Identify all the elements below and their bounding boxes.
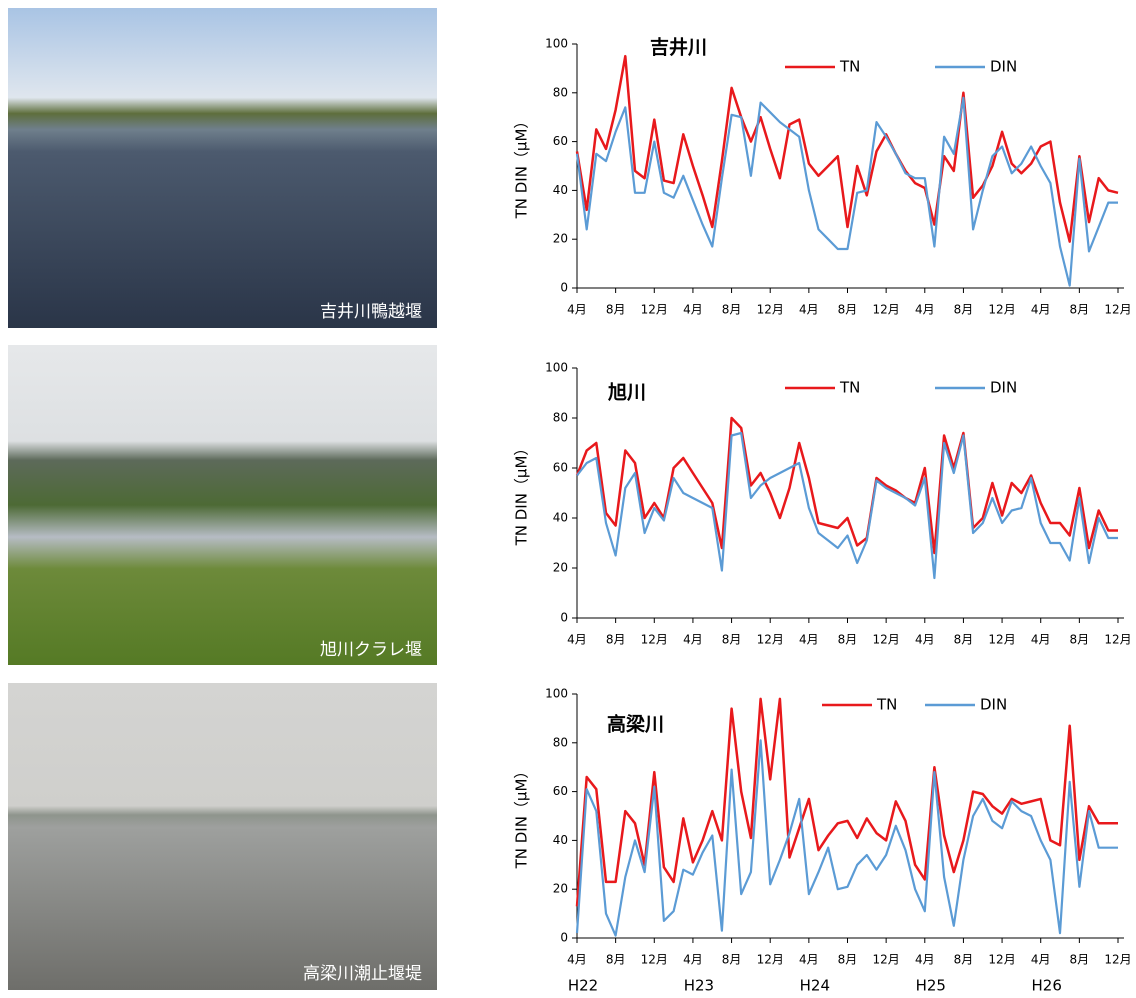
x-tick-label: 4月 [915,953,935,967]
chart-title: 高梁川 [607,713,664,736]
x-tick-label: 8月 [722,953,742,967]
x-tick-label: 4月 [799,633,819,647]
legend-label: DIN [990,58,1017,76]
photo-caption: 吉井川鴨越堰 [320,302,422,322]
x-tick-label: 8月 [838,633,858,647]
data-line [577,418,1118,553]
y-axis-label: TN DIN（μM） [513,114,531,220]
x-tick-label: 8月 [1070,633,1090,647]
year-label: H26 [1032,977,1062,995]
y-tick-label: 80 [553,411,568,425]
y-tick-label: 40 [553,183,568,197]
photo-caption: 高梁川潮止堰堤 [303,964,422,984]
chart-title: 旭川 [607,382,646,404]
x-tick-label: 4月 [567,633,587,647]
x-tick-label: 8月 [722,303,742,317]
legend-label: DIN [990,379,1017,397]
year-label: H22 [568,977,598,995]
legend-label: DIN [980,696,1007,714]
x-tick-label: 4月 [683,633,703,647]
x-tick-label: 8月 [606,633,626,647]
y-tick-label: 100 [545,361,568,375]
y-tick-label: 20 [553,561,568,575]
photo [8,8,437,328]
x-tick-label: 12月 [988,953,1015,967]
data-line [577,98,1118,286]
year-label: H24 [800,977,830,995]
x-tick-label: 4月 [799,953,819,967]
x-tick-label: 8月 [722,633,742,647]
y-tick-label: 0 [560,931,568,945]
x-tick-label: 4月 [915,303,935,317]
data-line [577,433,1118,578]
x-tick-label: 4月 [683,303,703,317]
y-tick-label: 100 [545,37,568,51]
data-line [577,740,1118,935]
y-tick-label: 20 [553,882,568,896]
x-tick-label: 12月 [757,303,784,317]
x-tick-label: 12月 [1104,303,1131,317]
data-line [577,56,1118,241]
year-label: H25 [916,977,946,995]
x-tick-label: 8月 [838,953,858,967]
x-tick-label: 8月 [606,303,626,317]
y-axis-label: TN DIN（μM） [513,441,531,547]
x-tick-label: 8月 [838,303,858,317]
y-tick-label: 80 [553,735,568,749]
chart-title: 吉井川 [650,36,707,59]
y-tick-label: 0 [560,281,568,295]
x-tick-label: 12月 [757,953,784,967]
x-tick-label: 12月 [873,633,900,647]
x-tick-label: 12月 [873,953,900,967]
x-tick-label: 4月 [1031,633,1051,647]
x-tick-label: 12月 [641,953,668,967]
x-tick-label: 12月 [873,303,900,317]
y-tick-label: 40 [553,511,568,525]
legend-label: TN [839,58,860,76]
y-tick-label: 60 [553,134,568,148]
x-tick-label: 4月 [567,953,587,967]
x-tick-label: 4月 [683,953,703,967]
y-tick-label: 100 [545,687,568,701]
y-tick-label: 0 [560,611,568,625]
x-tick-label: 8月 [1070,303,1090,317]
x-tick-label: 12月 [1104,633,1131,647]
x-tick-label: 4月 [799,303,819,317]
year-label: H23 [684,977,714,995]
photo [8,683,437,990]
x-tick-label: 12月 [1104,953,1131,967]
x-tick-label: 8月 [606,953,626,967]
x-tick-label: 12月 [641,633,668,647]
legend-label: TN [876,696,897,714]
y-axis-label: TN DIN（μM） [513,764,531,870]
x-tick-label: 8月 [954,633,974,647]
y-tick-label: 20 [553,232,568,246]
x-tick-label: 12月 [757,633,784,647]
x-tick-label: 12月 [988,303,1015,317]
x-tick-label: 12月 [988,633,1015,647]
y-tick-label: 60 [553,461,568,475]
x-tick-label: 4月 [915,633,935,647]
y-tick-label: 40 [553,833,568,847]
legend-label: TN [839,379,860,397]
page: 吉井川鴨越堰 旭川クラレ堰 高梁川潮止堰堤 0 20 40 60 80 100 4月 8月 12… [0,0,1136,994]
photo-caption: 旭川クラレ堰 [320,640,422,660]
y-tick-label: 80 [553,85,568,99]
x-tick-label: 8月 [1070,953,1090,967]
x-tick-label: 12月 [641,303,668,317]
x-tick-label: 4月 [567,303,587,317]
x-tick-label: 4月 [1031,303,1051,317]
photo [8,345,437,665]
x-tick-label: 8月 [954,953,974,967]
y-tick-label: 60 [553,784,568,798]
x-tick-label: 4月 [1031,953,1051,967]
x-tick-label: 8月 [954,303,974,317]
